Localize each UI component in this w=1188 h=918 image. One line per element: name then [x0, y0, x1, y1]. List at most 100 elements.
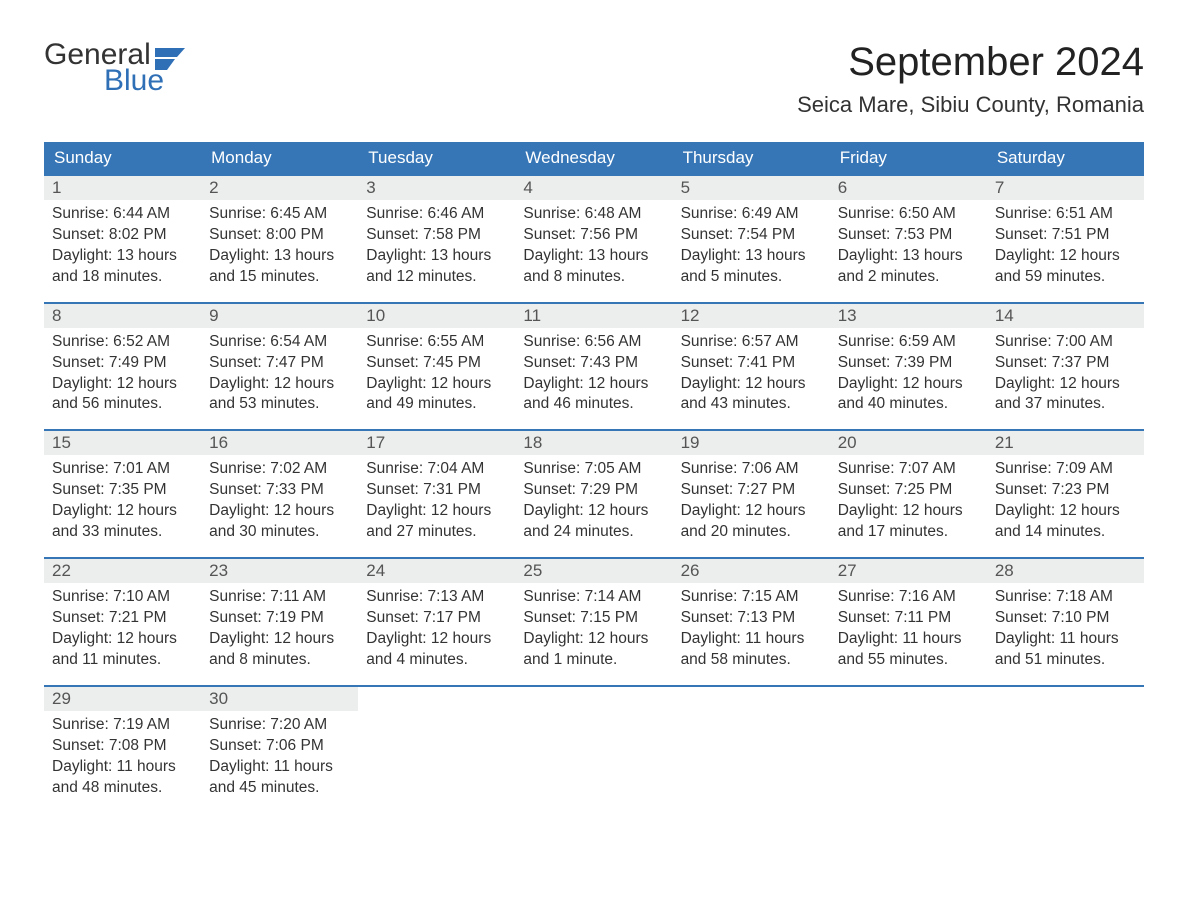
calendar-day-cell — [358, 686, 515, 813]
day-details: Sunrise: 6:50 AMSunset: 7:53 PMDaylight:… — [830, 200, 987, 302]
weekday-header: Sunday — [44, 142, 201, 175]
sunrise-line: Sunrise: 6:45 AM — [209, 204, 350, 225]
calendar-day-cell: 5 Sunrise: 6:49 AMSunset: 7:54 PMDaylight… — [673, 175, 830, 303]
day-details: Sunrise: 6:55 AMSunset: 7:45 PMDaylight:… — [358, 328, 515, 430]
sunset-line: Sunset: 7:27 PM — [681, 480, 822, 501]
day-details: Sunrise: 6:46 AMSunset: 7:58 PMDaylight:… — [358, 200, 515, 302]
day-number: 18 — [515, 431, 672, 455]
calendar-day-cell: 4 Sunrise: 6:48 AMSunset: 7:56 PMDaylight… — [515, 175, 672, 303]
weekday-header: Wednesday — [515, 142, 672, 175]
sunrise-line: Sunrise: 7:11 AM — [209, 587, 350, 608]
calendar-week-row: 1Sunrise: 6:44 AMSunset: 8:02 PMDaylight… — [44, 175, 1144, 303]
day-number: 5 — [673, 176, 830, 200]
day-number: 24 — [358, 559, 515, 583]
day-details: Sunrise: 6:56 AMSunset: 7:43 PMDaylight:… — [515, 328, 672, 430]
sunset-line: Sunset: 7:49 PM — [52, 353, 193, 374]
calendar-day-cell: 24Sunrise: 7:13 AMSunset: 7:17 PMDayligh… — [358, 558, 515, 686]
day-details: Sunrise: 6:51 AMSunset: 7:51 PMDaylight:… — [987, 200, 1144, 302]
calendar-week-row: 8Sunrise: 6:52 AMSunset: 7:49 PMDaylight… — [44, 303, 1144, 431]
day-details: Sunrise: 7:20 AMSunset: 7:06 PMDaylight:… — [201, 711, 358, 813]
calendar-day-cell: 3Sunrise: 6:46 AMSunset: 7:58 PMDaylight… — [358, 175, 515, 303]
daylight-line: Daylight: 12 hours and 8 minutes. — [209, 629, 350, 671]
day-details: Sunrise: 7:00 AMSunset: 7:37 PMDaylight:… — [987, 328, 1144, 430]
calendar-day-cell: 27Sunrise: 7:16 AMSunset: 7:11 PMDayligh… — [830, 558, 987, 686]
calendar-day-cell: 23Sunrise: 7:11 AMSunset: 7:19 PMDayligh… — [201, 558, 358, 686]
day-number: 8 — [44, 304, 201, 328]
sunrise-line: Sunrise: 7:02 AM — [209, 459, 350, 480]
day-number: 7 — [987, 176, 1144, 200]
daylight-line: Daylight: 12 hours and 27 minutes. — [366, 501, 507, 543]
calendar-day-cell: 13Sunrise: 6:59 AMSunset: 7:39 PMDayligh… — [830, 303, 987, 431]
sunset-line: Sunset: 7:15 PM — [523, 608, 664, 629]
logo: General Blue — [44, 40, 185, 96]
sunrise-line: Sunrise: 6:49 AM — [681, 204, 822, 225]
calendar-day-cell: 6Sunrise: 6:50 AMSunset: 7:53 PMDaylight… — [830, 175, 987, 303]
daylight-line: Daylight: 13 hours and 5 minutes. — [681, 246, 822, 288]
daylight-line: Daylight: 13 hours and 15 minutes. — [209, 246, 350, 288]
calendar-day-cell: 21Sunrise: 7:09 AMSunset: 7:23 PMDayligh… — [987, 430, 1144, 558]
weekday-header: Monday — [201, 142, 358, 175]
sunset-line: Sunset: 7:17 PM — [366, 608, 507, 629]
calendar-day-cell: 11Sunrise: 6:56 AMSunset: 7:43 PMDayligh… — [515, 303, 672, 431]
weekday-header: Tuesday — [358, 142, 515, 175]
daylight-line: Daylight: 11 hours and 45 minutes. — [209, 757, 350, 799]
weekday-header: Saturday — [987, 142, 1144, 175]
day-number: 4 — [515, 176, 672, 200]
sunrise-line: Sunrise: 6:59 AM — [838, 332, 979, 353]
sunset-line: Sunset: 7:41 PM — [681, 353, 822, 374]
calendar-table: Sunday Monday Tuesday Wednesday Thursday… — [44, 142, 1144, 812]
calendar-day-cell: 12Sunrise: 6:57 AMSunset: 7:41 PMDayligh… — [673, 303, 830, 431]
sunrise-line: Sunrise: 7:04 AM — [366, 459, 507, 480]
sunset-line: Sunset: 7:23 PM — [995, 480, 1136, 501]
day-number: 17 — [358, 431, 515, 455]
calendar-body: 1Sunrise: 6:44 AMSunset: 8:02 PMDaylight… — [44, 175, 1144, 812]
daylight-line: Daylight: 13 hours and 8 minutes. — [523, 246, 664, 288]
day-number: 3 — [358, 176, 515, 200]
calendar-week-row: 29Sunrise: 7:19 AMSunset: 7:08 PMDayligh… — [44, 686, 1144, 813]
calendar-day-cell: 28Sunrise: 7:18 AMSunset: 7:10 PMDayligh… — [987, 558, 1144, 686]
day-details: Sunrise: 7:05 AMSunset: 7:29 PMDaylight:… — [515, 455, 672, 557]
sunset-line: Sunset: 8:00 PM — [209, 225, 350, 246]
sunset-line: Sunset: 7:08 PM — [52, 736, 193, 757]
day-details: Sunrise: 7:19 AMSunset: 7:08 PMDaylight:… — [44, 711, 201, 813]
calendar-day-cell: 19Sunrise: 7:06 AMSunset: 7:27 PMDayligh… — [673, 430, 830, 558]
sunset-line: Sunset: 7:13 PM — [681, 608, 822, 629]
calendar-day-cell — [987, 686, 1144, 813]
location-subtitle: Seica Mare, Sibiu County, Romania — [797, 92, 1144, 118]
calendar-day-cell: 10Sunrise: 6:55 AMSunset: 7:45 PMDayligh… — [358, 303, 515, 431]
daylight-line: Daylight: 13 hours and 12 minutes. — [366, 246, 507, 288]
sunset-line: Sunset: 7:33 PM — [209, 480, 350, 501]
weekday-header: Thursday — [673, 142, 830, 175]
day-details: Sunrise: 6:44 AMSunset: 8:02 PMDaylight:… — [44, 200, 201, 302]
sunset-line: Sunset: 7:47 PM — [209, 353, 350, 374]
day-number: 14 — [987, 304, 1144, 328]
calendar-day-cell: 22Sunrise: 7:10 AMSunset: 7:21 PMDayligh… — [44, 558, 201, 686]
day-number: 12 — [673, 304, 830, 328]
sunrise-line: Sunrise: 7:15 AM — [681, 587, 822, 608]
sunset-line: Sunset: 7:56 PM — [523, 225, 664, 246]
day-number: 29 — [44, 687, 201, 711]
daylight-line: Daylight: 12 hours and 17 minutes. — [838, 501, 979, 543]
calendar-day-cell: 14Sunrise: 7:00 AMSunset: 7:37 PMDayligh… — [987, 303, 1144, 431]
calendar-day-cell: 18Sunrise: 7:05 AMSunset: 7:29 PMDayligh… — [515, 430, 672, 558]
daylight-line: Daylight: 12 hours and 14 minutes. — [995, 501, 1136, 543]
sunrise-line: Sunrise: 6:48 AM — [523, 204, 664, 225]
sunset-line: Sunset: 7:54 PM — [681, 225, 822, 246]
day-details: Sunrise: 6:57 AMSunset: 7:41 PMDaylight:… — [673, 328, 830, 430]
calendar-week-row: 15Sunrise: 7:01 AMSunset: 7:35 PMDayligh… — [44, 430, 1144, 558]
sunrise-line: Sunrise: 6:55 AM — [366, 332, 507, 353]
day-number: 13 — [830, 304, 987, 328]
calendar-header-row: Sunday Monday Tuesday Wednesday Thursday… — [44, 142, 1144, 175]
day-details: Sunrise: 6:59 AMSunset: 7:39 PMDaylight:… — [830, 328, 987, 430]
sunset-line: Sunset: 7:43 PM — [523, 353, 664, 374]
day-number: 21 — [987, 431, 1144, 455]
day-number: 26 — [673, 559, 830, 583]
daylight-line: Daylight: 12 hours and 56 minutes. — [52, 374, 193, 416]
day-details: Sunrise: 7:04 AMSunset: 7:31 PMDaylight:… — [358, 455, 515, 557]
sunrise-line: Sunrise: 7:07 AM — [838, 459, 979, 480]
day-details: Sunrise: 7:13 AMSunset: 7:17 PMDaylight:… — [358, 583, 515, 685]
daylight-line: Daylight: 12 hours and 43 minutes. — [681, 374, 822, 416]
sunset-line: Sunset: 7:29 PM — [523, 480, 664, 501]
day-number: 22 — [44, 559, 201, 583]
weekday-header: Friday — [830, 142, 987, 175]
